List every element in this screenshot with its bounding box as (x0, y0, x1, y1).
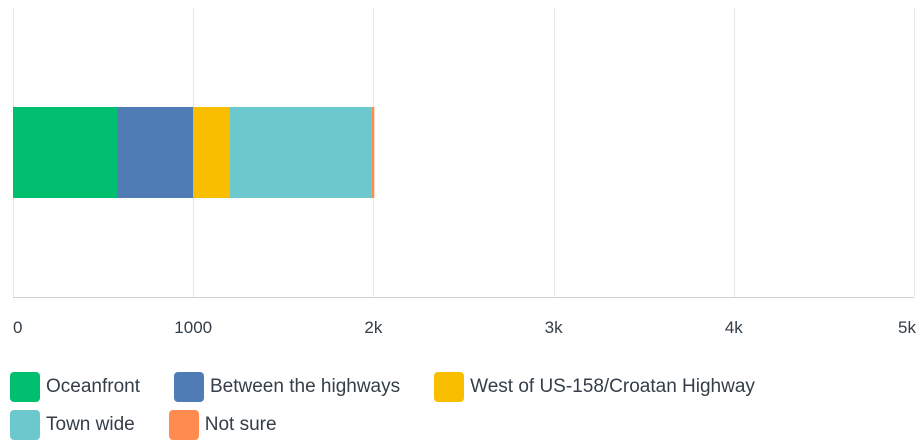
legend-swatch (10, 410, 40, 440)
x-tick-label: 2k (364, 318, 382, 337)
x-tick-labels: 0 1000 2k 3k 4k 5k (13, 318, 916, 337)
bar-segment-oceanfront[interactable]: Oceanfront: 580 (13, 107, 118, 198)
bar-segment-town-wide[interactable]: Town wide: 790 (229, 107, 372, 198)
x-tick-label: 1000 (174, 318, 212, 337)
bar-segment-not-sure[interactable]: Not sure: 15 (371, 107, 375, 198)
legend-item[interactable]: Between the highways (174, 372, 400, 402)
bar-segment-west-of-us-158-croatan-highway[interactable]: West of US-158/Croatan Highway: 200 (193, 107, 230, 198)
legend-item[interactable]: Town wide (10, 410, 135, 440)
legend-item[interactable]: Oceanfront (10, 372, 140, 402)
x-tick-label: 3k (545, 318, 563, 337)
legend-label: Town wide (46, 414, 135, 435)
legend-swatch (10, 372, 40, 402)
legend-item[interactable]: West of US-158/Croatan Highway (434, 372, 755, 402)
legend-swatch (168, 410, 199, 440)
x-tick-label: 4k (725, 318, 743, 337)
stacked-bar-chart: Oceanfront: 580Between the highways: 420… (13, 8, 916, 337)
legend-label: Oceanfront (46, 376, 140, 397)
legend-label: West of US-158/Croatan Highway (470, 376, 755, 397)
bar-segment-between-the-highways[interactable]: Between the highways: 420 (117, 107, 194, 198)
legend-item[interactable]: Not sure (168, 410, 277, 440)
legend-swatch (174, 372, 204, 402)
legend-swatch (434, 372, 465, 402)
legend-label: Not sure (204, 414, 277, 435)
bar-segments: Oceanfront: 580Between the highways: 420… (13, 107, 375, 198)
chart-legend: Oceanfront Between the highways West of US… (10, 372, 910, 440)
legend-label: Between the highways (210, 376, 401, 397)
x-tick-label: 5k (898, 318, 916, 337)
x-tick-label: 0 (13, 318, 22, 337)
